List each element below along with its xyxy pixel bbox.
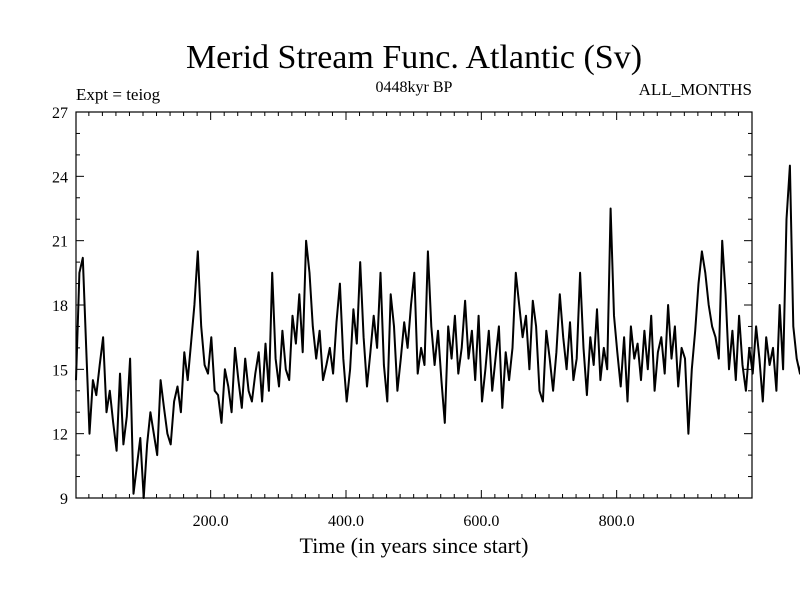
y-tick-label: 21 xyxy=(52,234,68,251)
y-tick-label: 12 xyxy=(52,427,68,444)
period-label: 0448kyr BP xyxy=(376,79,453,96)
y-tick-label: 18 xyxy=(52,298,68,315)
chart-title: Merid Stream Func. Atlantic (Sv) xyxy=(186,39,642,76)
y-axis: 9 12 15 18 21 24 27 xyxy=(52,105,752,508)
plot-area: 9 12 15 18 21 24 27 200.0 400.0 600.0 800.0 xyxy=(52,105,800,530)
experiment-label: Expt = teiog xyxy=(76,85,161,104)
series-line-atlantic-moc xyxy=(75,164,800,499)
months-label: ALL_MONTHS xyxy=(639,80,752,99)
x-tick-label: 200.0 xyxy=(193,513,229,530)
y-tick-label: 27 xyxy=(52,105,68,122)
x-tick-label: 800.0 xyxy=(599,513,635,530)
x-axis: 200.0 400.0 600.0 800.0 xyxy=(88,112,739,530)
x-tick-label: 600.0 xyxy=(463,513,499,530)
y-tick-label: 24 xyxy=(52,169,68,186)
plot-frame xyxy=(75,111,753,499)
y-tick-label: 9 xyxy=(60,491,68,508)
y-tick-label: 15 xyxy=(52,362,68,379)
x-tick-label: 400.0 xyxy=(328,513,364,530)
x-axis-label: Time (in years since start) xyxy=(300,533,529,558)
